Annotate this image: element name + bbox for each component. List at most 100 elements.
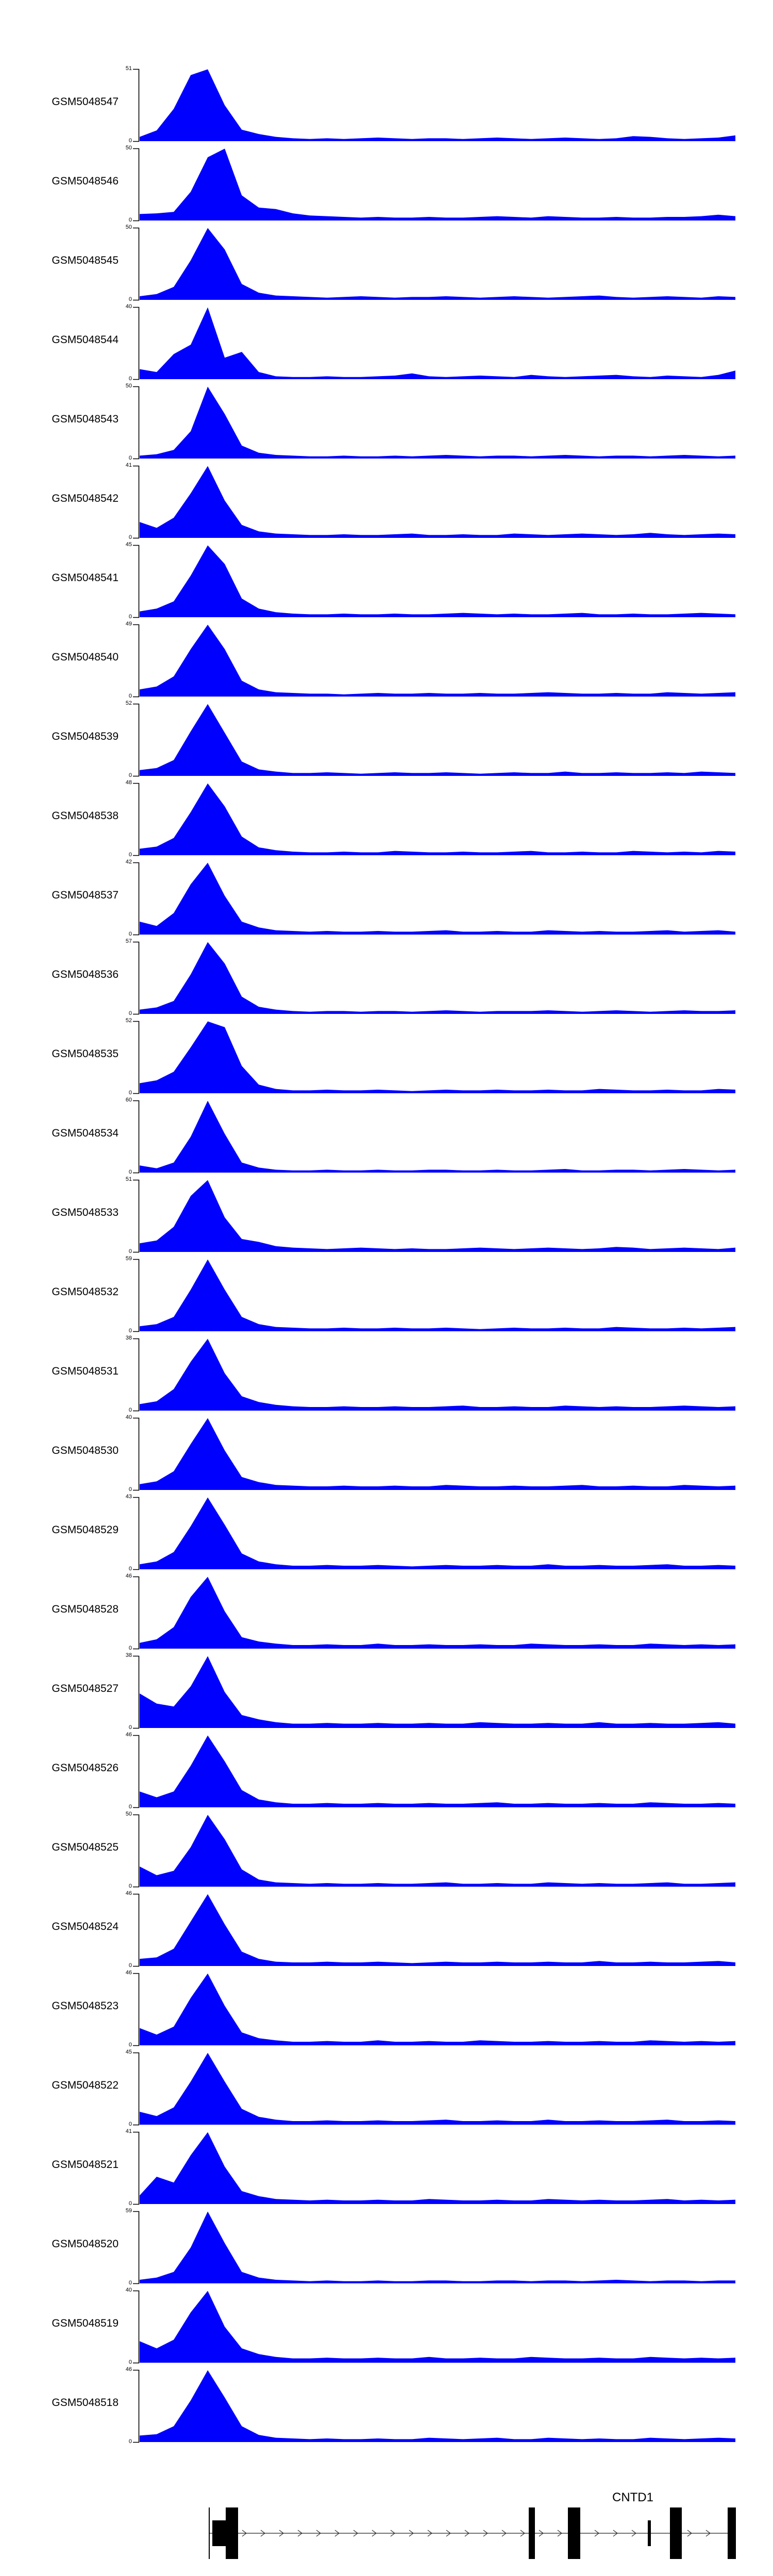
- track-ymax-label: 43: [125, 1494, 132, 1500]
- signal-area: [133, 545, 735, 618]
- track-y-axis: [133, 307, 140, 380]
- coverage-signal: [140, 1894, 735, 1966]
- track-y-axis: [133, 941, 140, 1015]
- signal-area: [133, 386, 735, 460]
- coverage-signal: [140, 1021, 735, 1093]
- signal-area: [133, 148, 735, 222]
- track-label: GSM5048518: [52, 2397, 119, 2409]
- coverage-signal: [140, 228, 735, 300]
- track-label: GSM5048519: [52, 2317, 119, 2329]
- coverage-signal: [140, 1577, 735, 1649]
- signal-area: [133, 465, 735, 539]
- track-ymax-label: 50: [125, 145, 132, 151]
- track-yzero-label: 0: [128, 138, 132, 144]
- track-y-axis: [133, 783, 140, 856]
- signal-area: [133, 1497, 735, 1570]
- track-yzero-label: 0: [128, 1645, 132, 1651]
- strand-arrow-icon: [520, 2530, 525, 2537]
- track-ymax-label: 38: [125, 1335, 132, 1341]
- track-label: GSM5048536: [52, 969, 119, 980]
- track-label: GSM5048524: [52, 1921, 119, 1933]
- signal-area: [133, 1259, 735, 1332]
- signal-area: [133, 941, 735, 1015]
- signal-area: [133, 69, 735, 142]
- track-label: GSM5048531: [52, 1365, 119, 1377]
- track-yzero-label: 0: [128, 455, 132, 461]
- strand-arrow-icon: [316, 2530, 321, 2537]
- track-yzero-label: 0: [128, 1090, 132, 1096]
- exon-block: [529, 2507, 535, 2559]
- track-label: GSM5048520: [52, 2238, 119, 2250]
- gene-label: CNTD1: [612, 2490, 653, 2504]
- coverage-signal: [140, 2132, 735, 2204]
- signal-area: [133, 2131, 735, 2205]
- strand-arrow-icon: [409, 2530, 414, 2537]
- coverage-signal: [140, 704, 735, 776]
- coverage-signal: [140, 1815, 735, 1887]
- track-y-axis: [133, 2290, 140, 2364]
- track-yzero-label: 0: [128, 376, 132, 382]
- strand-arrow-icon: [353, 2530, 358, 2537]
- track-ymax-label: 50: [125, 383, 132, 389]
- coverage-signal: [140, 783, 735, 855]
- signal-area: [133, 1338, 735, 1412]
- track-yzero-label: 0: [128, 2280, 132, 2286]
- track-yzero-label: 0: [128, 2438, 132, 2445]
- track-y-axis: [133, 1893, 140, 1967]
- track-y-axis: [133, 386, 140, 460]
- coverage-signal: [140, 862, 735, 935]
- track-label: GSM5048529: [52, 1524, 119, 1536]
- track-ymax-label: 59: [125, 2208, 132, 2214]
- track-yzero-label: 0: [128, 1804, 132, 1810]
- strand-arrow-icon: [334, 2530, 340, 2537]
- track-ymax-label: 52: [125, 1018, 132, 1024]
- track-yzero-label: 0: [128, 852, 132, 858]
- track-ymax-label: 52: [125, 700, 132, 706]
- track-label: GSM5048523: [52, 2000, 119, 2012]
- track-y-axis: [133, 1497, 140, 1570]
- strand-arrow-icon: [446, 2530, 451, 2537]
- track-yzero-label: 0: [128, 217, 132, 223]
- track-yzero-label: 0: [128, 614, 132, 620]
- track-label: GSM5048527: [52, 1683, 119, 1694]
- coverage-signal: [140, 1735, 735, 1807]
- exon-block: [648, 2520, 651, 2546]
- track-yzero-label: 0: [128, 772, 132, 778]
- strand-arrow-icon: [427, 2530, 432, 2537]
- coverage-signal: [140, 466, 735, 538]
- track-ymax-label: 46: [125, 2366, 132, 2372]
- strand-arrow-icon: [501, 2530, 507, 2537]
- track-label: GSM5048540: [52, 651, 119, 663]
- track-ymax-label: 60: [125, 1097, 132, 1103]
- signal-area: [133, 1814, 735, 1888]
- signal-area: [133, 783, 735, 856]
- track-ymax-label: 40: [125, 1414, 132, 1420]
- coverage-signal: [140, 624, 735, 697]
- track-y-axis: [133, 545, 140, 618]
- signal-area: [133, 1893, 735, 1967]
- track-label: GSM5048538: [52, 810, 119, 822]
- coverage-signal: [140, 1338, 735, 1411]
- coverage-signal: [140, 942, 735, 1014]
- track-label: GSM5048537: [52, 889, 119, 901]
- coverage-signal: [140, 1418, 735, 1490]
- track-ymax-label: 41: [125, 2128, 132, 2134]
- exon-block: [670, 2507, 682, 2559]
- track-ymax-label: 45: [125, 2049, 132, 2055]
- strand-arrow-icon: [539, 2530, 544, 2537]
- coverage-signal: [140, 2053, 735, 2125]
- signal-area: [133, 2369, 735, 2443]
- track-yzero-label: 0: [128, 2042, 132, 2048]
- track-y-axis: [133, 1179, 140, 1253]
- signal-area: [133, 2052, 735, 2126]
- track-y-axis: [133, 703, 140, 777]
- track-y-axis: [133, 1735, 140, 1808]
- coverage-signal: [140, 1497, 735, 1569]
- track-label: GSM5048546: [52, 175, 119, 187]
- signal-area: [133, 2290, 735, 2364]
- track-yzero-label: 0: [128, 1486, 132, 1493]
- track-yzero-label: 0: [128, 1010, 132, 1016]
- track-yzero-label: 0: [128, 1566, 132, 1572]
- track-label: GSM5048522: [52, 2079, 119, 2091]
- strand-arrow-icon: [372, 2530, 377, 2537]
